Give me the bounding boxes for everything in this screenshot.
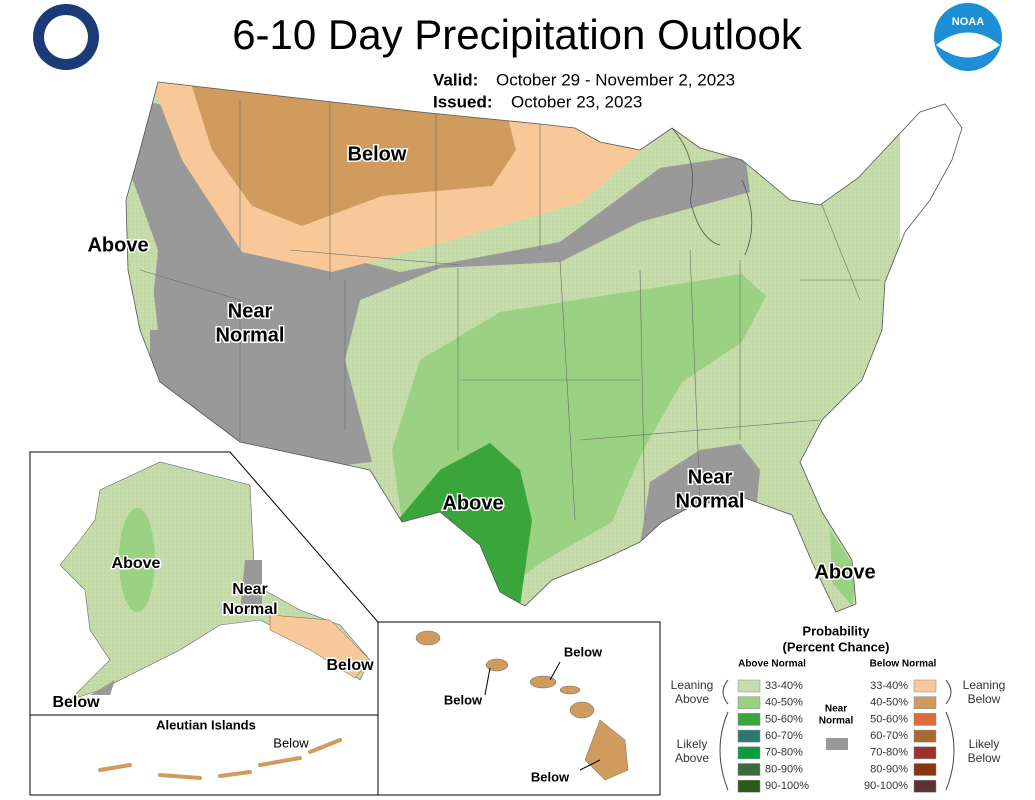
legend-swatch	[737, 779, 761, 793]
noaa-text: NOAA	[952, 16, 984, 28]
legend-swatch	[913, 713, 937, 726]
legend-swatch	[913, 696, 937, 709]
legend-side-label: Likely	[969, 737, 1000, 751]
above-florida	[830, 530, 858, 606]
legend-side-label: Leaning	[963, 678, 1006, 692]
legend-swatch	[913, 729, 937, 743]
aleutian-label: Below	[273, 735, 309, 750]
title: 6-10 Day Precipitation Outlook	[232, 11, 803, 58]
alaska-label: Near	[232, 581, 268, 598]
alaska-above	[119, 508, 155, 612]
conus-label: Near	[688, 466, 733, 488]
legend-bin-label: 90-100%	[864, 780, 908, 792]
state-lines	[139, 100, 880, 521]
alaska-southwest	[90, 680, 115, 695]
hawaii-leaders	[484, 661, 601, 771]
legend-bin-label: 80-90%	[870, 763, 908, 775]
valid-label: Valid:	[433, 70, 478, 89]
aleutian-inset	[29, 714, 379, 796]
issued-label: Issued:	[433, 92, 493, 111]
legend-swatch	[913, 746, 937, 760]
legend-side-label: Above	[675, 751, 709, 765]
conus-label: Normal	[216, 324, 285, 346]
alaska-label: Below	[326, 657, 374, 674]
legend-near-swatch	[826, 738, 848, 750]
legend-brace	[719, 679, 955, 791]
hawaii-islands	[415, 630, 629, 781]
hawaii-label: Below	[564, 644, 603, 659]
legend-below-header: Below Normal	[870, 659, 937, 670]
legend-near-label: Normal	[819, 716, 854, 727]
legend-bin-label: 33-40%	[765, 680, 803, 692]
legend-bin-label: 60-70%	[765, 730, 803, 742]
alaska-label: Below	[52, 694, 100, 711]
legend-above-header: Above Normal	[738, 659, 806, 670]
conus-label: Below	[348, 143, 407, 165]
legend-bin-label: 40-50%	[870, 697, 908, 709]
legend-title: (Percent Chance)	[783, 639, 890, 654]
alaska-label: Normal	[222, 601, 277, 618]
legend-swatch	[737, 696, 761, 709]
legend: Probability(Percent Chance) Above Normal B…	[671, 623, 1006, 793]
aleutian-title: Aleutian Islands	[156, 717, 256, 732]
conus-label: Above	[442, 492, 503, 514]
legend-swatch	[913, 679, 937, 693]
commerce-seal-inner	[44, 15, 88, 59]
legend-swatch	[737, 713, 761, 726]
legend-bin-label: 40-50%	[765, 697, 803, 709]
above-coast	[126, 85, 158, 330]
conus-label: Above	[87, 234, 148, 256]
conus-label: Near	[228, 300, 273, 322]
legend-swatch	[737, 729, 761, 743]
hawaii-label: Below	[444, 692, 483, 707]
hawaii-label: Below	[531, 769, 570, 784]
legend-side-label: Below	[968, 692, 1001, 706]
issued-date: October 23, 2023	[511, 92, 642, 111]
near-normal-west	[126, 90, 750, 470]
great-lakes	[671, 127, 753, 256]
legend-swatch	[737, 763, 761, 776]
legend-bin-label: 80-90%	[765, 763, 803, 775]
legend-side-label: Below	[968, 751, 1001, 765]
legend-swatch	[913, 779, 937, 793]
conus-label: Normal	[676, 490, 745, 512]
legend-near-label: Near	[825, 704, 847, 715]
legend-side-label: Above	[675, 692, 709, 706]
legend-bin-label: 70-80%	[870, 747, 908, 759]
legend-bin-label: 50-60%	[870, 713, 908, 725]
legend-swatch	[737, 746, 761, 760]
labels: BelowAboveNearNormalAboveNearNormalAbove…	[51, 142, 877, 785]
above-texas	[398, 443, 532, 606]
conus-outline	[125, 81, 963, 613]
conus-label: Above	[814, 561, 875, 583]
alaska-near-normal	[240, 560, 262, 612]
legend-bin-label: 50-60%	[765, 713, 803, 725]
legend-bin-label: 70-80%	[765, 747, 803, 759]
legend-swatch	[913, 763, 937, 776]
legend-side-label: Leaning	[671, 678, 714, 692]
legend-bin-label: 33-40%	[870, 680, 908, 692]
legend-bin-label: 90-100%	[765, 780, 809, 792]
legend-title: Probability	[802, 623, 870, 638]
noaa-gull	[936, 32, 1000, 58]
alaska-panhandle	[269, 614, 371, 679]
alaska-label: Above	[112, 555, 161, 572]
valid-dates: October 29 - November 2, 2023	[496, 70, 735, 89]
aleutian-islands	[98, 738, 342, 780]
legend-swatch	[737, 679, 761, 693]
legend-bin-label: 60-70%	[870, 730, 908, 742]
legend-side-label: Likely	[677, 737, 708, 751]
